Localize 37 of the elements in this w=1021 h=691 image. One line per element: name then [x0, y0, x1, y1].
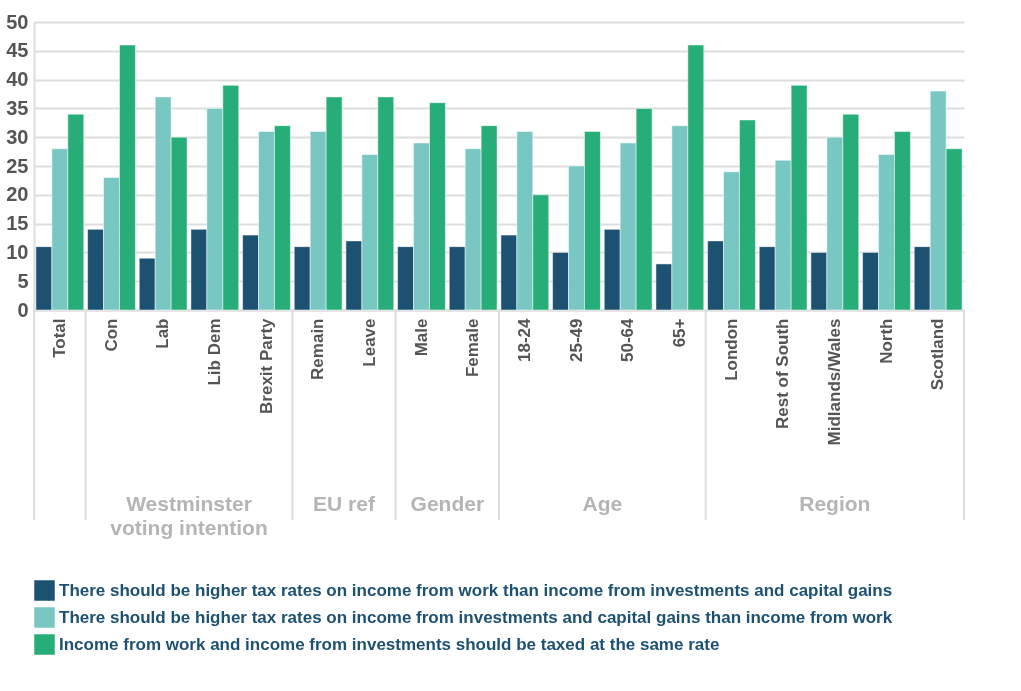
- y-tick-label: 45: [6, 39, 29, 62]
- legend-label: Income from work and income from investments should be taxed at the same rate: [59, 634, 720, 654]
- y-tick-label: 20: [6, 183, 29, 206]
- y-tick-label: 35: [6, 96, 29, 119]
- x-tick-label: 18-24: [514, 317, 534, 362]
- x-tick-label: North: [876, 318, 896, 364]
- x-tick-label: Con: [101, 318, 121, 352]
- y-tick-label: 25: [6, 154, 29, 177]
- y-tick-label: 5: [17, 269, 29, 292]
- x-tick-label: Female: [463, 318, 483, 378]
- x-tick-label: Male: [411, 318, 431, 357]
- x-tick-label: Rest of South: [773, 318, 793, 429]
- text: Region: [799, 492, 871, 515]
- x-tick-label: Leave: [359, 318, 379, 367]
- x-tick-label: 50-64: [618, 317, 638, 362]
- text: Age: [582, 492, 623, 515]
- text: Westminster voting intention: [110, 492, 268, 539]
- legend-label: There should be higher tax rates on income from investments and capital gains than income from work: [59, 607, 893, 627]
- x-tick-label: Remain: [308, 318, 328, 380]
- x-tick-label: London: [721, 318, 741, 381]
- x-tick-label: Lib Dem: [204, 318, 224, 386]
- x-tick-label: Lab: [153, 318, 173, 349]
- y-tick-label: 50: [6, 10, 29, 33]
- x-tick-label: 25-49: [566, 318, 586, 362]
- x-tick-label: 65+: [669, 318, 689, 348]
- y-tick-label: 0: [17, 298, 29, 321]
- y-tick-label: 10: [6, 240, 29, 263]
- x-tick-label: Midlands/Wales: [824, 318, 844, 446]
- x-tick-label: Brexit Party: [256, 317, 276, 414]
- x-tick-label: Scotland: [928, 318, 948, 391]
- x-tick-label: Total: [49, 318, 69, 358]
- y-tick-label: 30: [6, 125, 29, 148]
- text: EU ref: [313, 492, 376, 515]
- legend-label: There should be higher tax rates on income from work than income from investments and capital gains: [59, 580, 893, 600]
- text: Gender: [410, 492, 485, 515]
- y-tick-label: 15: [6, 212, 29, 235]
- y-tick-label: 40: [6, 68, 29, 91]
